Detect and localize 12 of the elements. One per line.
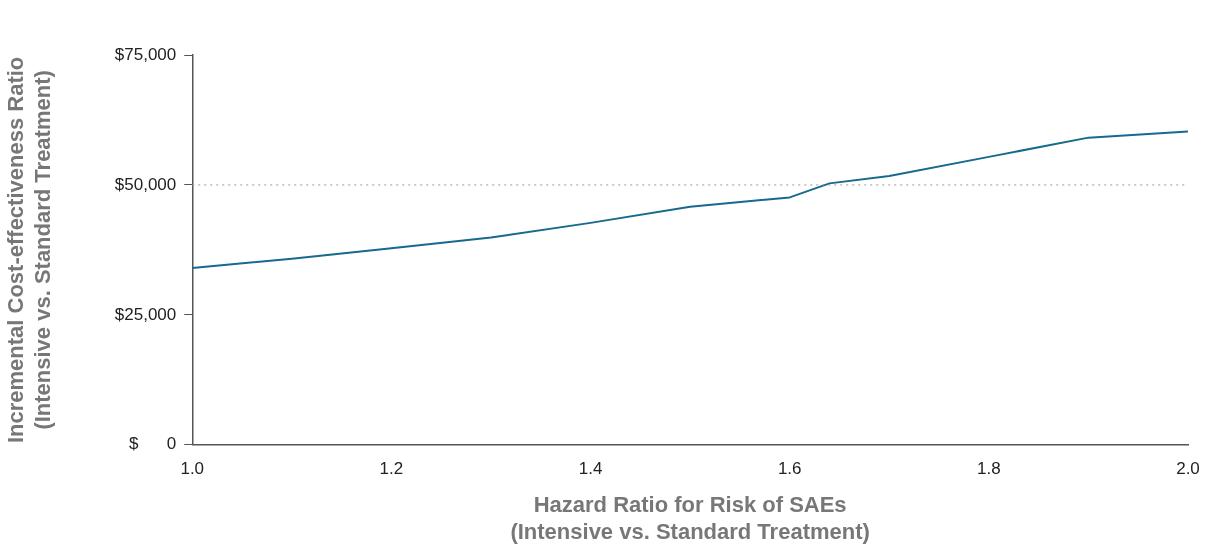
x-tick-label: 2.0: [1176, 458, 1200, 478]
x-tick-label: 1.6: [777, 458, 802, 478]
y-tick-label: $50,000: [114, 174, 177, 194]
y-tick-label: $ 0: [129, 434, 177, 454]
x-tick-label: 1.2: [379, 458, 404, 478]
x-tick-label: 1.0: [180, 458, 205, 478]
y-axis-title: Incremental Cost-effectiveness Ratio (Intensive vs. Standard Treatment): [3, 56, 55, 444]
y-tick-label: $75,000: [114, 44, 177, 64]
y-tick-label: $25,000: [114, 304, 177, 324]
x-tick-label: 1.8: [977, 458, 1001, 478]
x-axis-title: Hazard Ratio for Risk of SAEs (Intensive vs. Standard Treatment): [510, 492, 870, 544]
x-tick-label: 1.4: [578, 458, 603, 478]
